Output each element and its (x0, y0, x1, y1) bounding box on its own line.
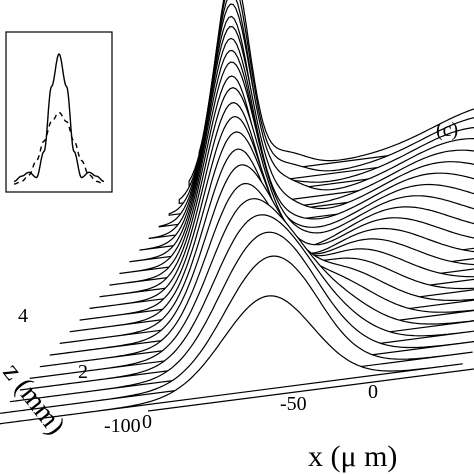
z-tick-label: 2 (78, 361, 88, 383)
panel-label: (c) (436, 119, 458, 141)
trace-line (0, 295, 463, 425)
x-axis-label: x (μ m) (308, 440, 397, 473)
z-axis-label: z (mm) (0, 357, 71, 440)
z-tick-label: 0 (142, 411, 152, 433)
inset-plot (5, 31, 113, 193)
x-axis: -100 -50 0 x (μ m) (104, 368, 474, 473)
inset-dashed-line (13, 111, 105, 185)
inset-solid-line (13, 52, 105, 183)
inset-frame (5, 31, 113, 193)
z-tick-label: 4 (18, 305, 28, 327)
x-tick-label: -50 (280, 393, 307, 415)
trace-group (0, 0, 474, 425)
x-tick-label: -100 (104, 415, 141, 437)
x-tick-label: 0 (368, 381, 378, 403)
